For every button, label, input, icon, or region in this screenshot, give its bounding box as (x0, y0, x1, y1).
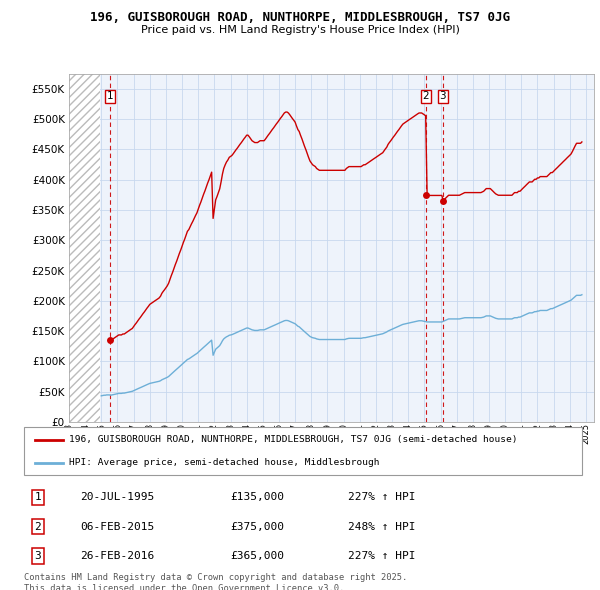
Text: 3: 3 (440, 91, 446, 101)
Text: £135,000: £135,000 (230, 492, 284, 502)
Text: HPI: Average price, semi-detached house, Middlesbrough: HPI: Average price, semi-detached house,… (68, 458, 379, 467)
Text: 2: 2 (35, 522, 41, 532)
Text: £365,000: £365,000 (230, 551, 284, 561)
Text: 2: 2 (422, 91, 429, 101)
Text: 20-JUL-1995: 20-JUL-1995 (80, 492, 154, 502)
Text: 3: 3 (35, 551, 41, 561)
Text: 06-FEB-2015: 06-FEB-2015 (80, 522, 154, 532)
Text: 26-FEB-2016: 26-FEB-2016 (80, 551, 154, 561)
Text: 248% ↑ HPI: 248% ↑ HPI (347, 522, 415, 532)
Text: 227% ↑ HPI: 227% ↑ HPI (347, 492, 415, 502)
Text: 196, GUISBOROUGH ROAD, NUNTHORPE, MIDDLESBROUGH, TS7 0JG: 196, GUISBOROUGH ROAD, NUNTHORPE, MIDDLE… (90, 11, 510, 24)
Text: Price paid vs. HM Land Registry's House Price Index (HPI): Price paid vs. HM Land Registry's House … (140, 25, 460, 35)
FancyBboxPatch shape (24, 427, 582, 475)
Text: £375,000: £375,000 (230, 522, 284, 532)
Text: 1: 1 (35, 492, 41, 502)
Text: 196, GUISBOROUGH ROAD, NUNTHORPE, MIDDLESBROUGH, TS7 0JG (semi-detached house): 196, GUISBOROUGH ROAD, NUNTHORPE, MIDDLE… (68, 435, 517, 444)
Text: 1: 1 (107, 91, 113, 101)
Text: Contains HM Land Registry data © Crown copyright and database right 2025.
This d: Contains HM Land Registry data © Crown c… (24, 573, 407, 590)
Text: 227% ↑ HPI: 227% ↑ HPI (347, 551, 415, 561)
